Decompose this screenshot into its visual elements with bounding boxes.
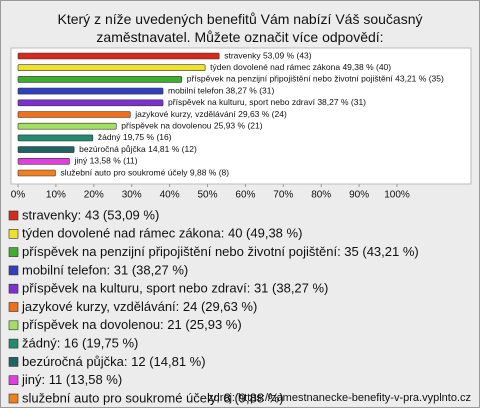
legend-label: příspěvek na dovolenou: 21 (25,93 %) [22, 317, 242, 332]
legend-swatch [8, 210, 19, 221]
bar [17, 122, 117, 130]
legend-label: týden dovolené nad rámec zákona: 40 (49,… [22, 226, 302, 241]
x-tick-label: 30% [122, 190, 142, 201]
x-tick-label: 60% [235, 190, 255, 201]
value-label: týden dovolené nad rámec zákona 49,38 % … [210, 62, 391, 72]
legend-label: bezúročná půjčka: 12 (14,81 %) [22, 354, 206, 369]
bar [17, 64, 206, 72]
x-tick-label: 50% [197, 190, 217, 201]
bar [17, 76, 183, 83]
legend-swatch [8, 265, 19, 276]
value-label: jazykové kurzy, vzdělávání 29,63 % (24) [134, 109, 287, 119]
bar [17, 146, 75, 153]
legend-label: žádný: 16 (19,75 %) [22, 336, 138, 351]
legend-label: mobilní telefon: 31 (38,27 %) [22, 262, 188, 277]
bar [17, 169, 56, 177]
x-tick-label: 70% [273, 190, 293, 201]
bar [17, 99, 164, 107]
legend-swatch [8, 393, 19, 404]
legend-swatch [8, 338, 19, 349]
legend-label: jazykové kurzy, vzdělávání: 24 (29,63 %) [21, 299, 257, 314]
legend-label: příspěvek na penzijní připojištění nebo … [22, 244, 419, 259]
x-tick-label: 80% [311, 190, 331, 201]
x-tick-label: 90% [349, 190, 369, 201]
value-label: bezúročná půjčka 14,81 % (12) [79, 144, 197, 154]
value-label: příspěvek na kulturu, sport nebo zdraví … [168, 97, 366, 107]
value-label: žádný 19,75 % (16) [98, 132, 172, 142]
legend-swatch [8, 247, 19, 257]
source: zdroj: https://zamestnanecke-benefity-v-… [208, 392, 471, 404]
value-label: služební auto pro soukromé účely 9,88 % … [60, 167, 229, 177]
bar [17, 52, 220, 60]
value-label: jiný 13,58 % (11) [73, 156, 137, 166]
x-tick-label: 10% [46, 190, 66, 201]
x-tick-label: 100% [384, 190, 410, 201]
x-tick-label: 40% [160, 190, 180, 201]
bar [17, 111, 131, 118]
legend-label: služební auto pro soukromé účely: 8 (9,8… [22, 390, 284, 405]
bar [17, 158, 70, 165]
bar [17, 87, 164, 95]
legend-swatch [8, 229, 19, 239]
legend-swatch [8, 375, 19, 386]
legend-label: stravenky: 43 (53,09 %) [22, 207, 159, 222]
x-tick-label: 0% [11, 190, 26, 201]
value-label: mobilní telefon 38,27 % (31) [168, 85, 274, 95]
legend-swatch [8, 320, 19, 331]
legend-swatch [8, 357, 19, 367]
legend-label: příspěvek na kulturu, sport nebo zdraví:… [22, 281, 328, 296]
value-label: příspěvek na penzijní připojištění nebo … [187, 74, 444, 84]
value-label: příspěvek na dovolenou 25,93 % (21) [121, 120, 262, 130]
x-tick-label: 20% [84, 190, 104, 201]
legend-swatch [8, 283, 19, 294]
legend-swatch [8, 302, 19, 312]
legend-label: jiný: 11 (13,58 %) [21, 372, 122, 387]
bar [17, 134, 94, 142]
chart-title: Který z níže uvedených benefitů Vám nabí… [57, 11, 423, 45]
value-label: stravenky 53,09 % (43) [224, 50, 312, 60]
